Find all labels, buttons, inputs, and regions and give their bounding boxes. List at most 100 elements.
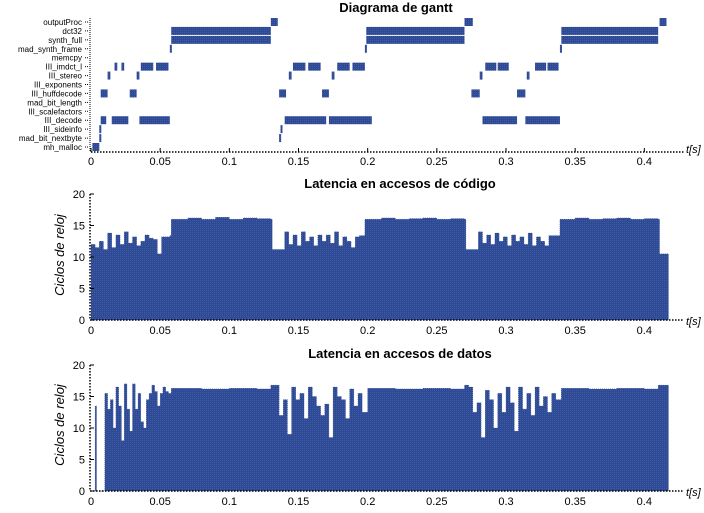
code-latency-x-tick-label: 0.4 (637, 325, 652, 337)
gantt-x-tick-label: 0.15 (288, 156, 309, 168)
code-latency-x-tick-label: 0.15 (288, 325, 309, 337)
gantt-bar (559, 44, 562, 53)
gantt-bar (479, 71, 483, 80)
gantt-title: Diagrama de gantt (339, 0, 453, 15)
gantt-bar (100, 116, 107, 125)
gantt-bar (364, 44, 367, 53)
gantt-bar (331, 71, 335, 80)
gantt-bar (270, 18, 278, 26)
data-latency-y-tick-label: 15 (73, 392, 85, 404)
data-latency-x-tick-label: 0 (88, 496, 94, 508)
gantt-bar (464, 18, 473, 26)
code-latency-area-path (90, 217, 669, 321)
gantt-bar (171, 26, 271, 35)
gantt-bar (482, 116, 518, 125)
code-latency-chart: Latencia en accesos de código Ciclos de … (52, 176, 702, 337)
gantt-row-label: mh_malloc (43, 143, 82, 152)
gantt-bar (284, 116, 327, 125)
data-latency-area-path (91, 383, 669, 492)
data-latency-x-tick-label: 0.35 (564, 496, 585, 508)
gantt-row-label: III_exponents (34, 81, 82, 90)
gantt-row-label: III_huffdecode (31, 89, 82, 98)
gantt-row-label: mad_synth_frame (18, 45, 83, 54)
code-latency-x-tick-label: 0.1 (222, 325, 237, 337)
code-latency-y-tick-label: 0 (79, 315, 85, 327)
data-latency-x-tick-label: 0.3 (498, 496, 513, 508)
gantt-x-tick-label: 0.05 (149, 156, 170, 168)
data-latency-y-tick-label: 10 (73, 423, 85, 435)
gantt-chart: Diagrama de gantt outputProcdct32synth_f… (18, 0, 702, 168)
gantt-bar (140, 62, 154, 71)
gantt-bar (139, 116, 170, 125)
gantt-bar (171, 35, 271, 44)
gantt-x-tick-label: 0.3 (498, 156, 513, 168)
code-latency-x-tick-label: 0.2 (360, 325, 375, 337)
gantt-bar (156, 62, 169, 71)
data-latency-chart: Latencia en accesos de datos Ciclos de r… (52, 346, 702, 508)
gantt-bar (111, 116, 129, 125)
code-latency-y-tick-label: 5 (79, 284, 85, 296)
gantt-row-label: dct32 (62, 27, 82, 36)
gantt-row-label: III_imdct_l (46, 63, 83, 72)
code-latency-y-label: Ciclos de reloj (52, 213, 67, 296)
gantt-bars (92, 18, 667, 151)
code-latency-area (90, 217, 669, 321)
data-latency-title: Latencia en accesos de datos (308, 346, 492, 361)
gantt-x-tick-label: 0.25 (426, 156, 447, 168)
gantt-bar (288, 71, 292, 80)
gantt-bar (366, 35, 465, 44)
gantt-x-tick-label: 0.1 (222, 156, 237, 168)
gantt-bar (322, 89, 329, 98)
gantt-bar (485, 62, 497, 71)
code-latency-x-label: t[s] (686, 316, 702, 328)
data-latency-x-tick-label: 0.4 (637, 496, 652, 508)
gantt-bar (517, 89, 526, 98)
gantt-row-label: outputProc (43, 18, 82, 27)
gantt-bar (471, 89, 480, 98)
code-latency-x-tick-label: 0.25 (426, 325, 447, 337)
gantt-x-axis: 0 0.05 0.1 0.15 0.2 0.25 0.3 0.35 0.4 (88, 148, 684, 168)
gantt-bar (279, 89, 287, 98)
gantt-bar (136, 71, 140, 80)
gantt-bar (328, 116, 372, 125)
code-latency-x-tick-label: 0 (88, 325, 94, 337)
code-latency-x-tick-label: 0.35 (564, 325, 585, 337)
gantt-bar (659, 18, 667, 26)
gantt-bar (547, 62, 559, 71)
gantt-bar (99, 134, 102, 143)
gantt-row-label: synth_full (48, 36, 82, 45)
gantt-bar (308, 62, 321, 71)
gantt-bar (561, 26, 659, 35)
gantt-bar (129, 89, 137, 98)
gantt-bar (561, 35, 659, 44)
data-latency-y-tick-label: 0 (79, 486, 85, 498)
data-latency-area (91, 383, 669, 492)
gantt-bar (366, 26, 465, 35)
data-latency-axes: 0 5 10 15 20 0 0.05 0.1 0.15 0.2 0.25 0.3 0.35 0.4 (73, 360, 684, 508)
gantt-bar (525, 116, 560, 125)
gantt-bar (114, 62, 118, 71)
gantt-row-label: mad_bit_nextbyte (19, 134, 83, 143)
data-latency-x-tick-label: 0.05 (149, 496, 170, 508)
gantt-bar (497, 62, 509, 71)
data-latency-x-label: t[s] (686, 487, 702, 499)
gantt-row-label: mad_bit_length (27, 98, 82, 107)
data-latency-x-tick-label: 0.1 (222, 496, 237, 508)
data-latency-y-tick-label: 20 (73, 360, 85, 372)
gantt-bar (337, 62, 350, 71)
gantt-x-tick-label: 0.4 (637, 156, 652, 168)
data-latency-y-tick-label: 5 (79, 455, 85, 467)
code-latency-axes: 0 5 10 15 20 0 0.05 0.1 0.15 0.2 0.25 0.3 0.35 0.4 (73, 189, 684, 337)
gantt-bar (169, 44, 172, 53)
code-latency-x-tick-label: 0.05 (149, 325, 170, 337)
gantt-bar (526, 71, 530, 80)
code-latency-title: Latencia en accesos de código (304, 176, 496, 191)
gantt-bar (121, 62, 125, 71)
gantt-row-label: III_stereo (49, 72, 83, 81)
data-latency-x-tick-label: 0.15 (288, 496, 309, 508)
gantt-row-label: III_sideinfo (43, 125, 82, 134)
gantt-bar (280, 125, 283, 134)
data-latency-x-tick-label: 0.2 (360, 496, 375, 508)
